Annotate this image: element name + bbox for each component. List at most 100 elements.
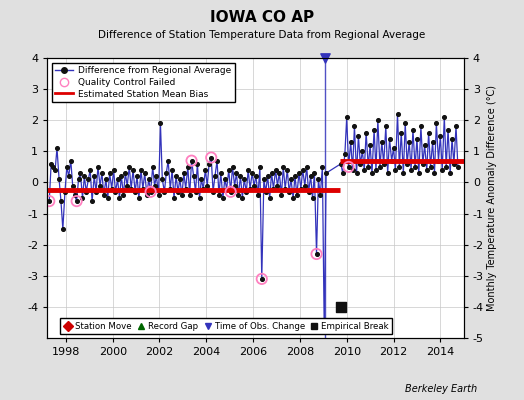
Point [145, 176, 153, 182]
Point [199, 186, 208, 192]
Point [156, 120, 165, 126]
Point [362, 130, 370, 136]
Point [226, 188, 235, 195]
Point [94, 164, 102, 170]
Point [343, 114, 351, 120]
Point [358, 148, 367, 154]
Point [226, 188, 235, 195]
Point [417, 123, 425, 130]
Point [234, 192, 243, 198]
Point [96, 182, 104, 189]
Point [117, 173, 126, 180]
Point [155, 192, 163, 198]
Point [314, 176, 323, 182]
Point [354, 132, 363, 139]
Point [344, 164, 353, 170]
Point [320, 328, 329, 335]
Point [384, 170, 392, 176]
Point [123, 182, 132, 189]
Point [374, 117, 382, 124]
Point [72, 198, 81, 204]
Point [360, 167, 368, 173]
Point [379, 160, 388, 167]
Point [188, 158, 196, 164]
Point [67, 158, 75, 164]
Point [98, 170, 106, 176]
Point [168, 167, 177, 173]
Point [312, 251, 321, 257]
Point [207, 154, 215, 161]
Point [150, 182, 159, 189]
Point [105, 170, 114, 176]
Point [201, 167, 210, 173]
Point [413, 136, 421, 142]
Point [430, 170, 439, 176]
Point [301, 182, 309, 189]
Point [442, 164, 451, 170]
Point [102, 176, 110, 182]
Point [422, 167, 431, 173]
Point [372, 167, 380, 173]
Point [205, 160, 213, 167]
Point [92, 188, 100, 195]
Point [59, 226, 67, 232]
Point [51, 167, 59, 173]
Point [170, 195, 178, 201]
Point [190, 173, 198, 180]
Point [424, 130, 433, 136]
Point [188, 158, 196, 164]
Point [299, 167, 307, 173]
Point [166, 186, 174, 192]
Point [57, 198, 65, 204]
Point [162, 170, 170, 176]
Point [86, 167, 94, 173]
Point [80, 173, 89, 180]
Point [104, 195, 112, 201]
Point [107, 186, 116, 192]
Point [281, 186, 289, 192]
Point [289, 195, 297, 201]
Point [271, 167, 280, 173]
Point [174, 188, 182, 195]
Point [164, 158, 172, 164]
Point [216, 170, 225, 176]
Point [352, 170, 361, 176]
Text: Berkeley Earth: Berkeley Earth [405, 384, 477, 394]
Text: IOWA CO AP: IOWA CO AP [210, 10, 314, 25]
Point [203, 182, 211, 189]
Point [72, 198, 81, 204]
Point [84, 176, 93, 182]
Point [258, 276, 266, 282]
Point [266, 195, 274, 201]
Point [64, 173, 73, 180]
Point [140, 170, 149, 176]
Point [304, 188, 313, 195]
Point [275, 170, 283, 176]
Point [133, 173, 141, 180]
Point [131, 188, 139, 195]
Point [438, 167, 446, 173]
Point [409, 126, 417, 133]
Point [440, 114, 449, 120]
Point [172, 173, 180, 180]
Point [291, 173, 299, 180]
Point [180, 170, 188, 176]
Point [197, 176, 205, 182]
Point [387, 158, 396, 164]
Point [45, 198, 53, 204]
Point [432, 120, 441, 126]
Point [364, 164, 373, 170]
Point [78, 195, 86, 201]
Point [209, 188, 217, 195]
Point [100, 192, 108, 198]
Point [242, 188, 250, 195]
Point [261, 188, 270, 195]
Point [337, 160, 345, 167]
Point [420, 142, 429, 148]
Point [295, 170, 303, 176]
Point [219, 195, 227, 201]
Point [231, 182, 239, 189]
Point [254, 192, 262, 198]
Point [376, 164, 384, 170]
Point [391, 167, 400, 173]
